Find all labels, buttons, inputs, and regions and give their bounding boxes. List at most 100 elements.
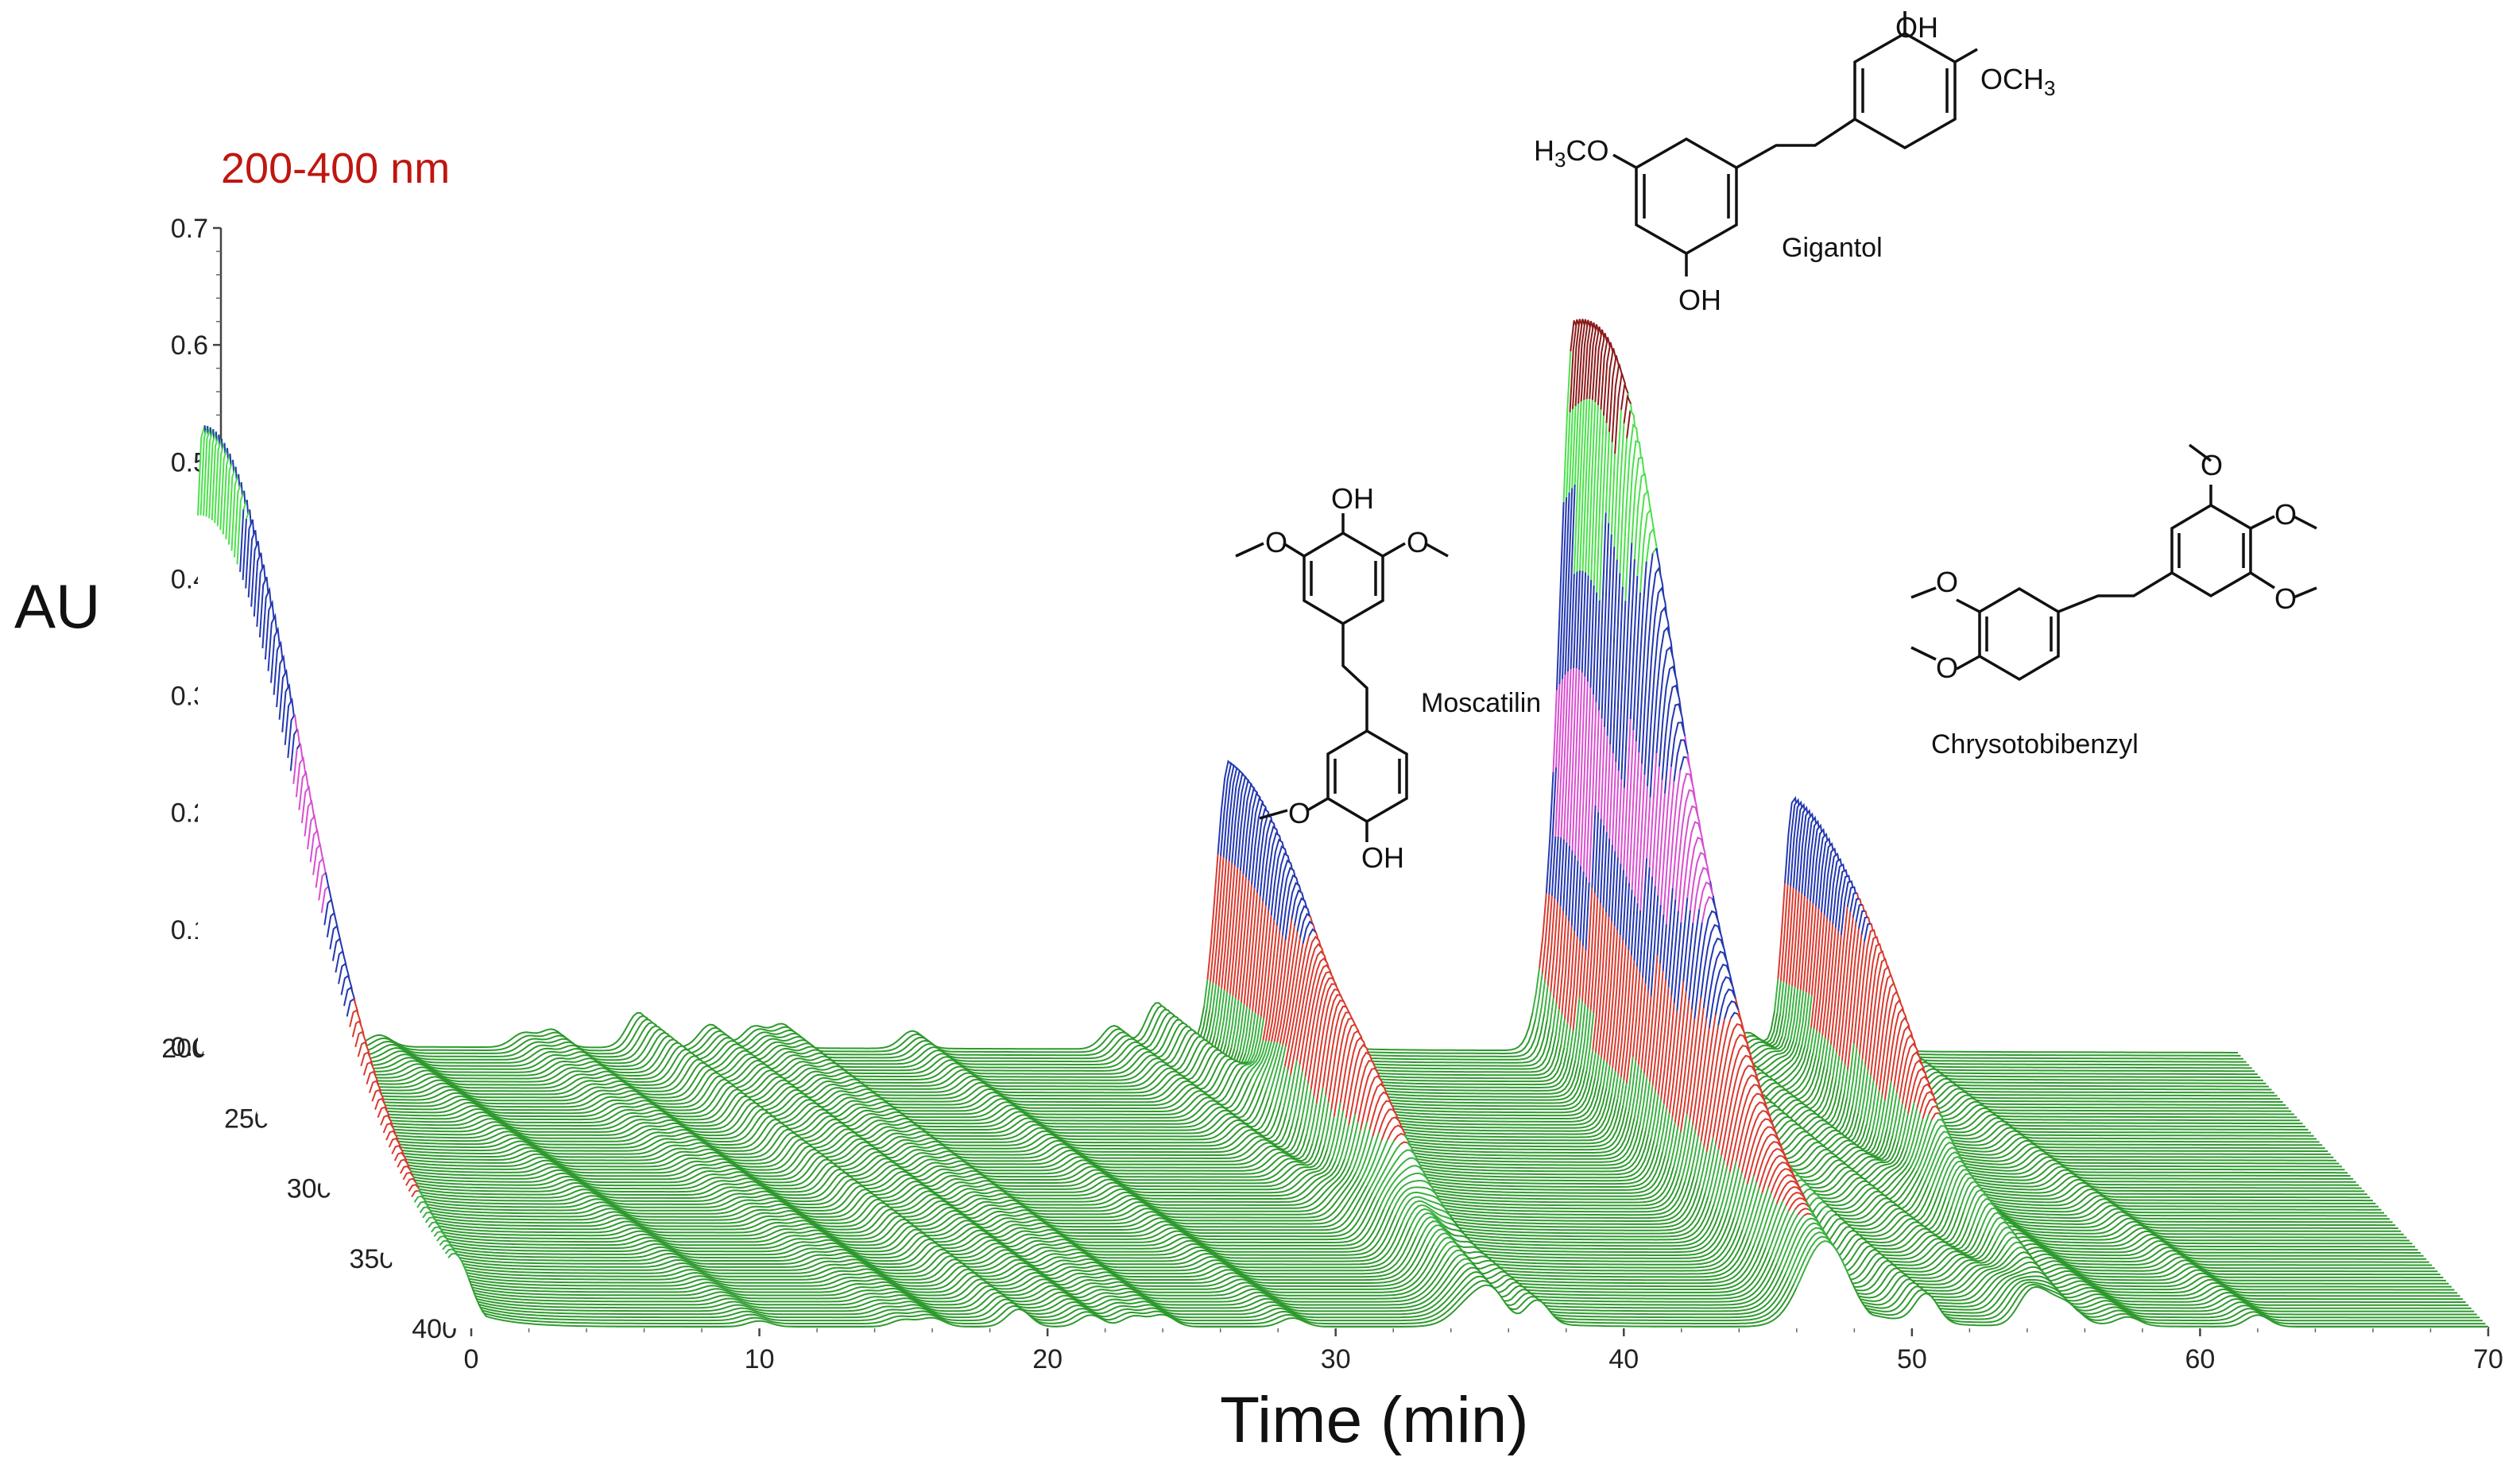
trace-line <box>1334 1117 1347 1162</box>
trace-line <box>1608 355 1621 432</box>
trace-line <box>1555 684 1561 768</box>
trace-line <box>1863 1074 1872 1121</box>
trace-line <box>1612 573 1621 754</box>
trace-line <box>1786 987 1796 1039</box>
trace-line <box>1262 1042 1279 1086</box>
trace-line <box>1673 922 1682 1003</box>
trace-line <box>1802 901 1811 991</box>
trace-line <box>297 1065 1247 1115</box>
trace-line <box>1679 756 1688 771</box>
trace-line <box>401 1185 1385 1250</box>
trace-line <box>1733 1178 1746 1218</box>
trace-line <box>1747 1192 1763 1239</box>
trace-line <box>1223 865 1236 991</box>
trace-line <box>1415 1173 1704 1231</box>
trace-line <box>1890 1076 2317 1140</box>
waterfall-traces <box>197 319 2488 1328</box>
x-tick-label: 70 <box>2473 1344 2503 1374</box>
trace-line <box>1284 943 1304 1047</box>
trace-line <box>1924 1113 2351 1177</box>
trace-line <box>1689 852 1712 911</box>
trace-line <box>1632 592 1641 731</box>
trace-line <box>374 1153 1354 1216</box>
trace-line <box>1531 968 1541 1014</box>
trace-line <box>1979 1196 2413 1245</box>
trace-line <box>1564 926 1573 1019</box>
trace-line <box>1995 1212 2433 1266</box>
chrysotobibenzyl-o-top: O <box>2201 449 2223 481</box>
trace-line <box>1366 1138 1389 1186</box>
trace-line <box>1662 924 1667 972</box>
trace-line <box>2004 1236 2019 1247</box>
trace-line <box>1393 1132 1405 1141</box>
trace-line <box>1614 771 1620 852</box>
trace-line <box>1590 404 1599 580</box>
trace-line <box>1617 601 1627 771</box>
trace-line <box>399 1165 412 1174</box>
trace-line <box>1372 1100 1398 1137</box>
trace-line <box>1611 363 1624 443</box>
trace-line <box>1558 915 1567 1010</box>
trace-line <box>1836 1259 2477 1316</box>
trace-line <box>1605 1065 1611 1088</box>
trace-line <box>1785 1192 1808 1207</box>
trace-line <box>1918 1107 2345 1171</box>
trace-line <box>1383 1172 1437 1209</box>
trace-line <box>1554 836 1559 899</box>
trace-line <box>1759 1198 1775 1241</box>
trace-line <box>1798 992 1807 1044</box>
trace-line <box>295 1061 1244 1112</box>
trace-line <box>1896 1082 2323 1146</box>
trace-line <box>1782 1186 1805 1201</box>
trace-line <box>1234 877 1247 999</box>
trace-line <box>1265 930 1281 1042</box>
trace-fill <box>448 1241 2488 1328</box>
trace-line <box>1560 671 1569 838</box>
trace-line <box>1657 987 1670 1096</box>
trace-line <box>1679 1019 1696 1132</box>
trace-line <box>1622 1083 1628 1106</box>
trace-line <box>1432 1196 1718 1247</box>
trace-line <box>405 1177 417 1186</box>
trace-line <box>1206 981 1211 1009</box>
trace-line <box>1631 1065 1639 1115</box>
trace-line <box>1443 1207 1732 1259</box>
trace-line <box>1566 1026 1572 1052</box>
trace-line <box>1608 442 1613 524</box>
trace-line <box>1775 1180 1802 1204</box>
trace-line <box>1226 868 1239 992</box>
trace-line <box>1918 1091 1938 1114</box>
trace-line <box>418 1213 1409 1269</box>
trace-line <box>230 474 240 551</box>
trace-line <box>1603 736 1608 825</box>
trace-line <box>1369 1139 1395 1189</box>
trace-line <box>1965 1172 2398 1229</box>
trace-line <box>1817 1034 1824 1059</box>
trace-line <box>1236 1004 1245 1051</box>
gigantol-h3co: H3CO <box>1534 134 1608 172</box>
trace-line <box>1535 973 1543 1020</box>
chrysotobibenzyl-o-right2: O <box>2274 582 2297 615</box>
trace-line <box>1600 727 1605 819</box>
trace-line <box>1555 910 1565 1004</box>
trace-line <box>1613 857 1619 926</box>
trace-line <box>1616 864 1622 931</box>
trace-line <box>1717 988 1736 1026</box>
trace-line <box>1992 1208 2429 1263</box>
trace-line <box>1574 1000 1583 1061</box>
trace-line <box>1248 896 1261 1009</box>
trace-line <box>385 1172 1365 1228</box>
trace-line <box>1838 917 1854 1057</box>
trace-line <box>1387 1124 1407 1140</box>
trace-line <box>1555 501 1565 690</box>
x-tick-label: 60 <box>2185 1344 2216 1374</box>
trace-line <box>2012 1231 2449 1285</box>
trace-line <box>1810 911 1822 1028</box>
trace-line <box>1645 527 1658 562</box>
trace-line <box>1825 1249 2464 1301</box>
trace-line <box>1584 575 1589 677</box>
trace-line <box>2007 1224 2444 1278</box>
trace-line <box>412 1204 1400 1262</box>
trace-line <box>1606 547 1616 736</box>
trace-line <box>1214 988 1223 1036</box>
